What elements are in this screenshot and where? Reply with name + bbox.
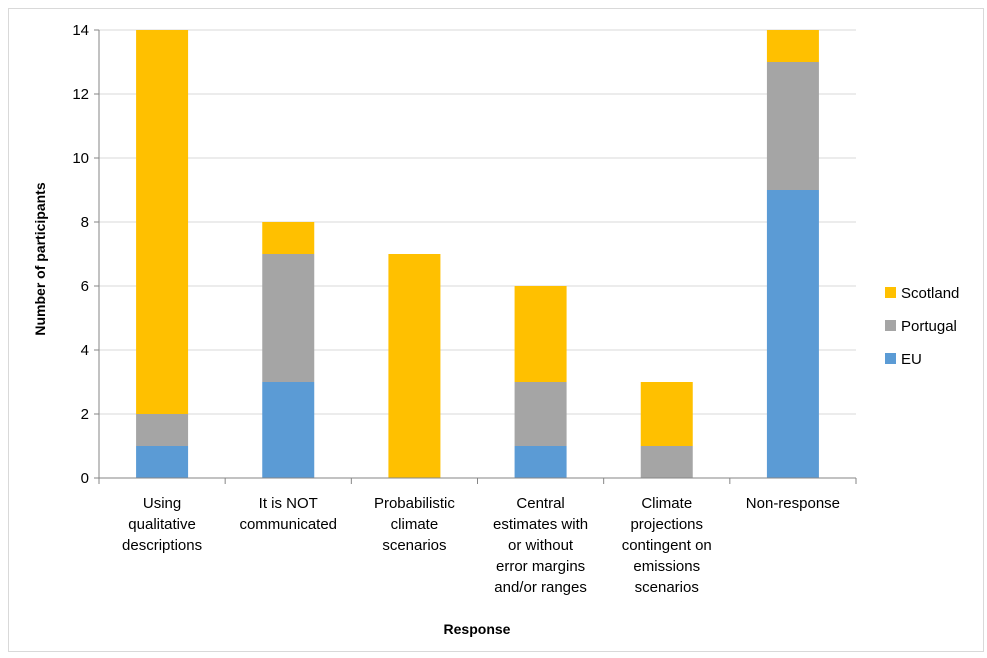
legend-swatch-scotland [885,287,896,298]
bar-segment-eu [514,446,567,478]
x-category-label: Non-response [746,495,840,512]
y-tick-label: 6 [81,278,89,295]
bar-segment-portugal [514,382,567,446]
bar-segment-eu [262,382,315,478]
x-category-label-line: estimates with [493,516,588,533]
x-category-label: Climate projections contingent on emissions… [622,495,712,596]
bar-segment-eu [766,190,819,478]
y-tick-label: 8 [81,214,89,231]
bar-segment-scotland [766,30,819,62]
bars [136,30,819,478]
x-category-label-line: climate [391,516,439,533]
x-category-labels: Using qualitative descriptions It is NOT com… [122,495,840,596]
chart-frame: 0 2 4 6 8 10 12 14 Using qualitative descriptions… [8,8,984,652]
y-axis-title: Number of participants [32,182,48,335]
x-axis-title: Response [444,621,511,637]
legend-label-portugal: Portugal [901,318,957,335]
x-category-label-line: scenarios [382,537,446,554]
bar-segment-portugal [640,446,693,478]
x-category-label: Probabilistic climate scenarios [374,495,455,554]
x-category-label-line: emissions [633,558,700,575]
y-tick-label: 10 [72,150,89,167]
legend-swatch-eu [885,353,896,364]
legend-label-scotland: Scotland [901,285,959,302]
x-category-label-line: Non-response [746,495,840,512]
legend-swatch-portugal [885,320,896,331]
x-category-label-line: error margins [496,558,585,575]
x-category-label-line: Central [516,495,564,512]
bar-segment-scotland [136,30,189,414]
x-category-label-line: contingent on [622,537,712,554]
axes [94,29,857,484]
x-category-label-line: It is NOT [259,495,318,512]
y-tick-label: 14 [72,22,89,39]
x-category-label-line: descriptions [122,537,202,554]
bar-segment-portugal [766,62,819,190]
x-category-label: Using qualitative descriptions [122,495,202,554]
y-tick-label: 2 [81,406,89,423]
x-category-label-line: Using [143,495,181,512]
x-category-label-line: or without [508,537,574,554]
x-category-label-line: communicated [239,516,337,533]
bar-segment-portugal [136,414,189,446]
y-tick-label: 0 [81,470,89,487]
x-category-label-line: scenarios [635,579,699,596]
x-category-label-line: and/or ranges [494,579,587,596]
bar-segment-scotland [514,286,567,382]
x-category-label: It is NOT communicated [239,495,337,533]
stacked-bar-chart: 0 2 4 6 8 10 12 14 Using qualitative descriptions… [32,22,959,637]
bar-segment-scotland [262,222,315,254]
y-tick-label: 12 [72,86,89,103]
bar-segment-portugal [262,254,315,382]
x-category-label-line: projections [630,516,703,533]
gridlines [99,29,856,415]
legend: Scotland Portugal EU [885,285,959,368]
x-category-label-line: Climate [641,495,692,512]
bar-segment-scotland [388,254,441,478]
bar-segment-eu [136,446,189,478]
y-tick-label: 4 [81,342,89,359]
bar-segment-scotland [640,382,693,446]
legend-label-eu: EU [901,351,922,368]
x-category-label: Central estimates with or without error mar… [493,495,588,596]
x-category-label-line: qualitative [128,516,196,533]
x-category-label-line: Probabilistic [374,495,455,512]
y-tick-labels: 0 2 4 6 8 10 12 14 [72,22,89,487]
